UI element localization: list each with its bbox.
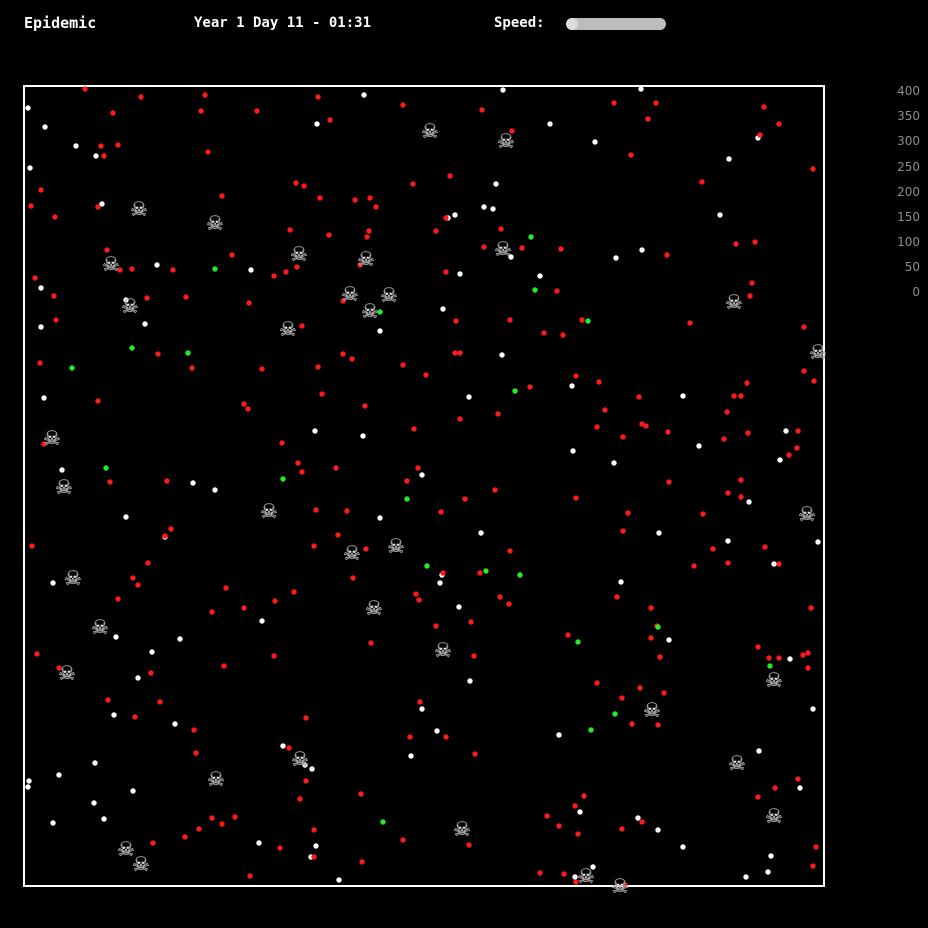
axis-tick-label: 50 [904, 260, 920, 274]
axis-tick-label: 400 [897, 84, 920, 98]
axis-tick-label: 250 [897, 160, 920, 174]
axis-tick-label: 0 [912, 285, 920, 299]
speed-label: Speed: [494, 15, 545, 31]
app-title: Epidemic [24, 14, 97, 32]
simulation-clock: Year 1 Day 11 - 01:31 [194, 15, 372, 31]
speed-slider[interactable] [566, 18, 666, 30]
axis-tick-label: 350 [897, 109, 920, 123]
axis-tick-label: 200 [897, 185, 920, 199]
axis-tick-label: 100 [897, 235, 920, 249]
speed-slider-thumb[interactable] [566, 18, 578, 30]
axis-tick-label: 150 [897, 210, 920, 224]
simulation-area [23, 85, 825, 887]
axis-tick-label: 300 [897, 134, 920, 148]
